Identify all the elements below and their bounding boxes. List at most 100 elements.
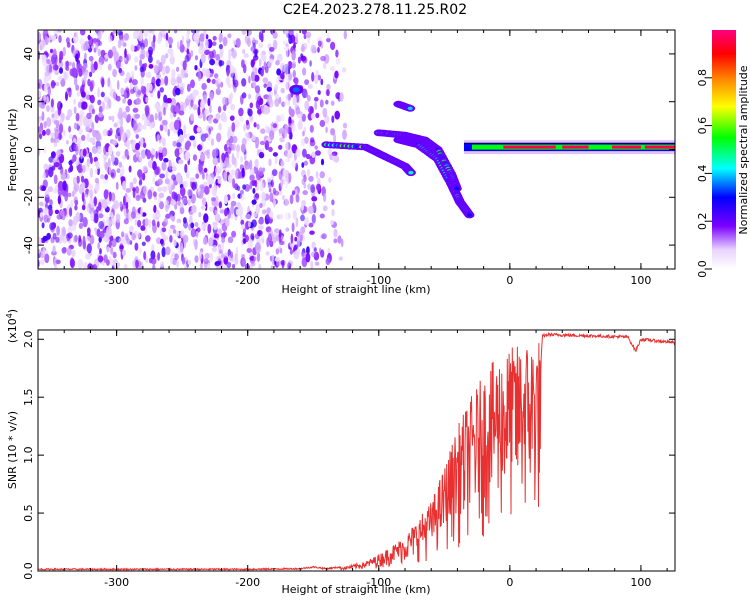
spectrogram-noise-speckle (118, 39, 125, 46)
spectrogram-noise-speckle (73, 32, 77, 37)
spectrogram-noise-speckle (301, 251, 305, 257)
spectrogram-noise-speckle (94, 213, 99, 224)
spectrogram-noise-speckle (91, 108, 96, 115)
y-tick-label: 20 (22, 95, 35, 109)
spectrogram-y-ticks: -40 -20 0 20 40 (22, 47, 675, 254)
spectrogram-noise-speckle (325, 257, 331, 266)
spectrogram-noise-speckle (236, 185, 241, 192)
spectrogram-noise-speckle (250, 71, 256, 82)
spectrogram-noise-speckle (141, 113, 147, 121)
spectrogram-noise-speckle (204, 150, 210, 156)
spectrogram-noise-speckle (249, 180, 253, 190)
spectrogram-noise-speckle (38, 190, 41, 199)
spectrogram-noise-speckle (268, 188, 272, 193)
spectrogram-noise-speckle (315, 112, 320, 119)
spectrogram-noise-speckle (38, 132, 43, 140)
snr-x-ticks: -300 -200 -100 0 100 (37, 330, 668, 589)
spectrogram-noise-speckle (161, 227, 167, 233)
spectrogram-noise-speckle (264, 106, 271, 114)
spectrogram-noise-speckle (213, 233, 220, 239)
spectrogram-noise-speckle (279, 136, 285, 143)
spectrogram-noise-speckle (291, 159, 297, 169)
spectrogram-noise-speckle (125, 201, 129, 210)
spectrogram-noise-speckle (88, 36, 94, 47)
spectrogram-noise-speckle (220, 159, 223, 170)
colorbar-ticks: 0.0 0.2 0.4 0.6 0.8 (696, 69, 712, 278)
spectrogram-noise-speckle (97, 99, 102, 106)
spectrogram-noise-speckle (300, 138, 306, 146)
spectrogram-noise-speckle (314, 101, 318, 110)
spectrogram-noise-speckle (44, 253, 50, 264)
spectrogram-noise-speckle (196, 127, 201, 133)
spectrogram-noise-speckle (53, 257, 58, 268)
spectrogram-noise-speckle (151, 148, 156, 155)
spectrogram-noise-speckle (134, 113, 140, 119)
snr-y-multiplier: (x104) (5, 309, 19, 343)
spectrogram-noise-speckle (38, 236, 42, 247)
spectrogram-noise-speckle (269, 210, 274, 220)
spectrogram-noise-speckle (160, 54, 166, 65)
spectrogram-noise-speckle (91, 145, 98, 154)
spectrogram-noise-speckle (119, 201, 123, 208)
spectrogram-noise-speckle (221, 152, 226, 162)
spectrogram-noise-speckle (143, 62, 148, 68)
spectrogram-noise-speckle (269, 255, 273, 262)
spectrogram-noise-speckle (192, 139, 197, 148)
spectrogram-noise-speckle (137, 32, 143, 42)
spectrogram-noise-speckle (69, 164, 74, 173)
spectrogram-noise-speckle (295, 148, 301, 157)
spectrogram-noise-speckle (232, 39, 237, 46)
spectrogram-noise-speckle (179, 101, 184, 110)
spectrogram-noise-speckle (231, 230, 237, 238)
spectrogram-noise-speckle (121, 57, 127, 62)
main-line-core (612, 145, 641, 149)
spectrogram-noise-speckle (288, 35, 293, 44)
spectrogram-noise-speckle (251, 235, 255, 241)
spectrogram-noise-speckle (78, 67, 83, 77)
spectrogram-noise-speckle (162, 65, 166, 76)
spectrogram-noise-speckle (214, 60, 220, 66)
spectrogram-noise-speckle (99, 230, 105, 239)
spectrogram-noise-speckle (144, 217, 149, 227)
spectrogram-noise-speckle (120, 87, 125, 96)
spectrogram-noise-speckle (270, 265, 274, 269)
spectrogram-noise-speckle (80, 30, 86, 36)
spectrogram-noise-speckle (171, 174, 177, 181)
spectrogram-noise-speckle (80, 175, 85, 183)
spectrogram-noise-speckle (186, 170, 190, 179)
spectrogram-noise-speckle (227, 129, 231, 139)
spectrogram-noise-speckle (149, 257, 153, 264)
spectrogram-noise-speckle (272, 123, 278, 129)
spectrogram-noise-speckle (222, 171, 227, 182)
spectrogram-noise-speckle (280, 88, 285, 94)
spectrogram-noise-speckle (95, 41, 99, 51)
spectrogram-noise-speckle (92, 38, 97, 43)
spectrogram-noise-speckle (47, 186, 54, 193)
spectrogram-noise-speckle (97, 48, 101, 57)
spectrogram-noise-speckle (75, 145, 79, 156)
spectrogram-noise-speckle (169, 50, 174, 58)
spectrogram-noise-speckle (288, 133, 292, 140)
spectrogram-noise-speckle (160, 238, 164, 245)
spectrogram-noise-speckle (306, 168, 311, 177)
spectrogram-noise-speckle (86, 243, 92, 254)
spectrogram-noise-speckle (68, 87, 72, 98)
spectrogram-noise-speckle (223, 255, 229, 265)
spectrogram-noise-speckle (50, 48, 53, 54)
spectrogram-noise-speckle (158, 192, 164, 199)
spectrogram-noise-speckle (229, 115, 235, 121)
spectrogram-noise-speckle (66, 247, 72, 256)
spectrogram-noise-speckle (100, 91, 105, 98)
spectrogram-noise-speckle (137, 90, 142, 96)
spectrogram-noise-speckle (319, 99, 324, 108)
spectrogram-noise-speckle (126, 238, 131, 245)
spectrogram-noise-speckle (156, 78, 161, 84)
spectrogram-noise-speckle (146, 50, 149, 59)
spectrogram-noise-speckle (209, 104, 212, 114)
spectrogram-noise-speckle (46, 232, 51, 240)
spectrogram-noise-speckle (53, 161, 60, 168)
spectrogram-noise-speckle (73, 137, 77, 144)
spectrogram-noise-speckle (258, 171, 264, 177)
spectrogram-noise-speckle (176, 76, 182, 84)
spectrogram-noise-speckle (301, 162, 305, 168)
